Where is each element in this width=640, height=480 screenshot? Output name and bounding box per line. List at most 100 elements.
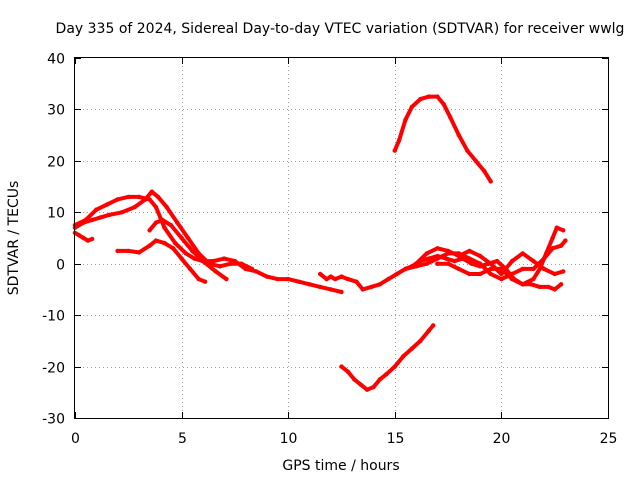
data-point bbox=[264, 274, 270, 279]
data-point bbox=[509, 276, 515, 282]
data-point bbox=[89, 217, 95, 223]
data-point bbox=[456, 266, 461, 272]
data-point bbox=[418, 338, 423, 344]
data-point bbox=[98, 215, 103, 220]
data-point bbox=[477, 253, 483, 259]
data-point bbox=[494, 258, 500, 264]
data-point bbox=[360, 287, 365, 292]
data-point bbox=[396, 138, 402, 143]
data-point bbox=[561, 269, 566, 274]
data-point bbox=[499, 266, 504, 272]
data-point bbox=[509, 258, 515, 264]
data-point bbox=[149, 189, 154, 194]
data-point bbox=[307, 282, 312, 287]
data-point bbox=[249, 266, 255, 272]
data-point bbox=[115, 248, 120, 254]
data-point bbox=[345, 369, 351, 374]
data-point bbox=[147, 243, 152, 248]
data-point bbox=[520, 266, 525, 272]
data-point bbox=[435, 261, 440, 266]
data-point bbox=[94, 207, 99, 212]
data-point bbox=[155, 194, 161, 200]
data-point bbox=[409, 104, 415, 110]
data-point bbox=[550, 246, 555, 251]
x-tick-label: 10 bbox=[280, 431, 298, 447]
data-point bbox=[175, 220, 180, 225]
data-point bbox=[202, 279, 208, 284]
data-point bbox=[179, 256, 184, 261]
data-point bbox=[435, 246, 440, 251]
data-point bbox=[488, 271, 493, 277]
data-point bbox=[441, 102, 446, 107]
data-point bbox=[196, 276, 201, 282]
data-point bbox=[339, 364, 344, 369]
data-point bbox=[477, 261, 483, 266]
data-point bbox=[339, 289, 344, 295]
chart-title: Day 335 of 2024, Sidereal Day-to-day VTE… bbox=[56, 21, 625, 37]
data-point bbox=[452, 258, 457, 264]
data-point bbox=[81, 235, 86, 241]
x-tick-label: 5 bbox=[178, 431, 187, 447]
data-point bbox=[275, 276, 280, 282]
data-point bbox=[469, 261, 474, 266]
data-point bbox=[537, 284, 542, 290]
data-point bbox=[187, 266, 193, 272]
data-point bbox=[115, 197, 120, 202]
data-point bbox=[558, 243, 564, 248]
series-layer bbox=[72, 94, 568, 392]
data-point bbox=[561, 228, 566, 233]
data-point bbox=[168, 222, 174, 228]
data-point bbox=[345, 276, 351, 282]
data-point bbox=[286, 276, 291, 282]
data-point bbox=[77, 233, 82, 238]
data-point bbox=[179, 235, 184, 241]
data-point bbox=[254, 269, 259, 274]
data-point bbox=[448, 114, 453, 120]
x-axis-title: GPS time / hours bbox=[282, 458, 399, 474]
data-point bbox=[222, 256, 227, 261]
data-point bbox=[328, 274, 333, 279]
data-point bbox=[371, 384, 376, 390]
y-tick-label: -20 bbox=[42, 361, 65, 377]
grid bbox=[75, 58, 608, 418]
data-point bbox=[369, 284, 374, 290]
axis-ticks bbox=[75, 58, 609, 419]
y-tick-label: -10 bbox=[42, 309, 65, 325]
plot-frame bbox=[74, 57, 609, 419]
data-point bbox=[456, 251, 461, 256]
data-point bbox=[465, 148, 470, 153]
data-point bbox=[153, 204, 159, 210]
data-point bbox=[531, 276, 536, 282]
data-point bbox=[143, 197, 148, 202]
x-tick-label: 0 bbox=[71, 431, 80, 447]
data-point bbox=[200, 258, 206, 264]
data-point bbox=[482, 168, 487, 174]
data-point bbox=[392, 148, 397, 153]
data-point bbox=[541, 266, 547, 272]
data-point bbox=[126, 248, 131, 254]
x-tick-label: 15 bbox=[387, 431, 405, 447]
data-point bbox=[563, 238, 568, 243]
data-point bbox=[418, 96, 423, 102]
data-point bbox=[352, 377, 357, 382]
data-point bbox=[435, 94, 440, 99]
data-point bbox=[426, 328, 432, 333]
data-point bbox=[554, 225, 559, 230]
data-point bbox=[413, 264, 419, 269]
data-point bbox=[364, 387, 370, 392]
data-point bbox=[558, 282, 564, 287]
data-point bbox=[377, 282, 383, 287]
data-point bbox=[104, 202, 110, 207]
data-point bbox=[89, 236, 95, 242]
data-point bbox=[164, 204, 169, 210]
data-point bbox=[173, 240, 178, 246]
data-point bbox=[426, 256, 432, 261]
data-point bbox=[211, 258, 216, 264]
data-point bbox=[473, 158, 478, 164]
data-point bbox=[424, 251, 429, 256]
data-point bbox=[296, 279, 302, 284]
y-tick-label: 40 bbox=[47, 52, 65, 68]
data-point bbox=[401, 354, 406, 359]
data-point bbox=[456, 132, 461, 138]
data-point bbox=[192, 256, 197, 261]
